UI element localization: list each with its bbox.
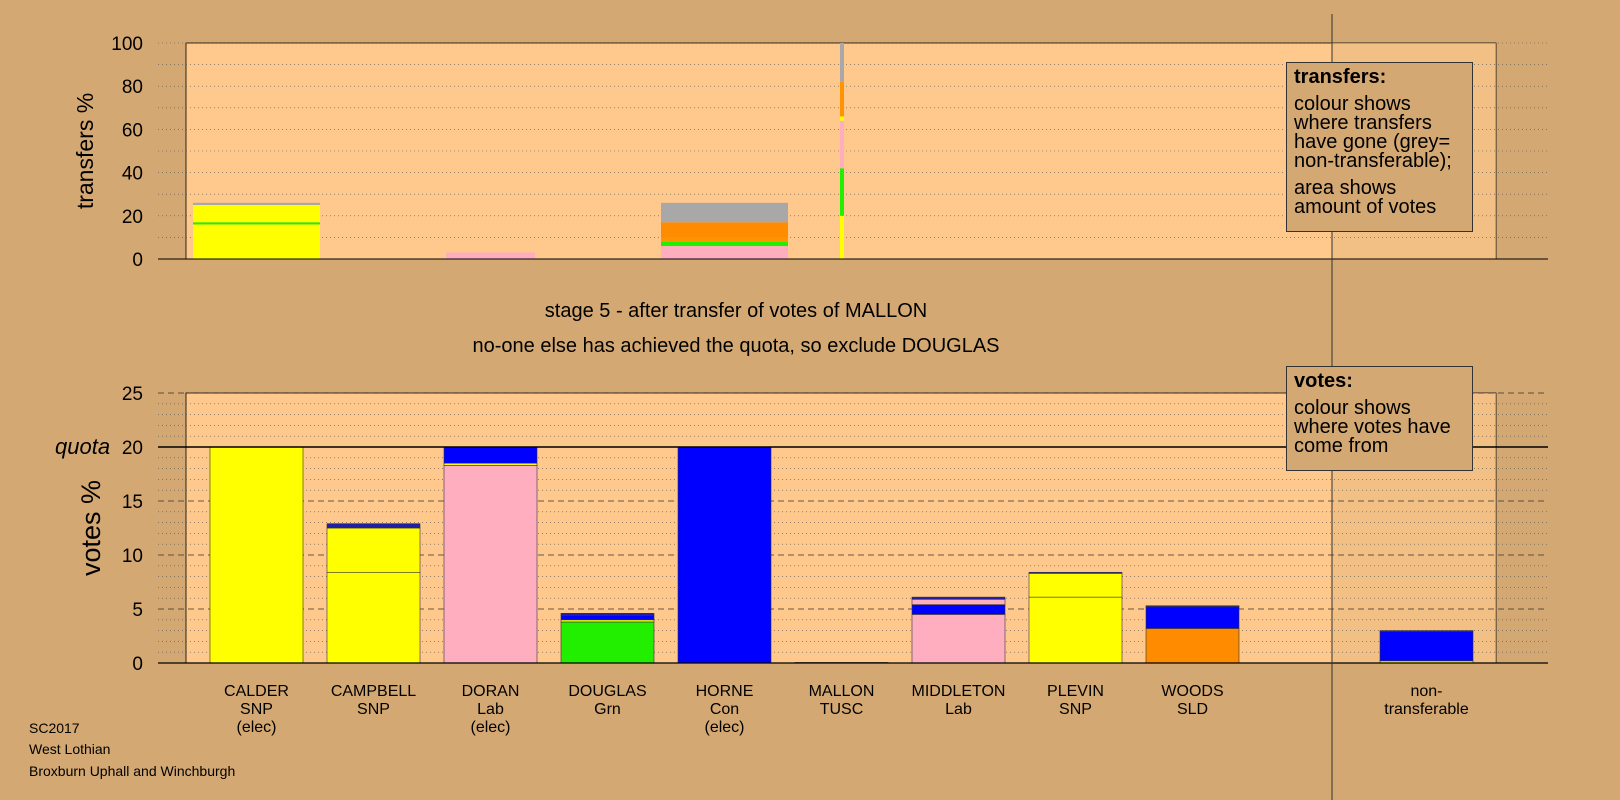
transfers-tick-label: 0 — [132, 250, 143, 271]
transfers-legend: transfers: colour shows where transfers … — [1286, 62, 1473, 232]
transfers-legend-text-1: colour shows where transfers have gone (… — [1294, 93, 1452, 172]
vote-bar-doran — [443, 465, 538, 664]
transfer-bar-calder — [193, 202, 320, 205]
vote-bar-plevin — [1028, 596, 1123, 664]
vote-bar-plevin — [1028, 571, 1123, 574]
vote-bar-calder — [209, 446, 304, 664]
transfer-bar-doran — [446, 252, 535, 259]
vote-bar-doran — [443, 446, 538, 464]
candidate-label: SNP — [1059, 701, 1092, 718]
vote-bar-plevin — [1028, 573, 1123, 598]
transfer-bar-horne — [661, 202, 788, 223]
transfers-legend-title: transfers: — [1294, 66, 1387, 88]
candidate-label: SNP — [357, 701, 390, 718]
candidate-label: (elec) — [470, 719, 510, 736]
candidate-label: HORNE — [696, 683, 754, 700]
candidate-label: MALLON — [809, 683, 875, 700]
stage-title: stage 5 - after transfer of votes of MAL… — [544, 300, 928, 322]
vote-bar-middleton — [911, 614, 1006, 664]
vote-bar-douglas — [560, 619, 655, 623]
candidate-label: SLD — [1177, 701, 1208, 718]
candidate-label: DORAN — [462, 683, 520, 700]
vote-bar-woods — [1145, 606, 1240, 629]
vote-bar-woods — [1145, 605, 1240, 608]
vote-bar-middleton — [911, 598, 1006, 605]
votes-tick-label: 15 — [122, 492, 143, 513]
candidate-label: CALDER — [224, 683, 289, 700]
vote-bar-douglas — [560, 615, 655, 621]
transfers-tick-label: 40 — [122, 164, 143, 185]
vote-bar-campbell — [326, 571, 421, 664]
transfer-bar-horne — [661, 237, 788, 242]
transfer-bar-mallon — [840, 43, 844, 82]
vote-bar-non-transferable — [1379, 630, 1474, 632]
candidate-label: DOUGLAS — [568, 683, 646, 700]
votes-tick-label: 20 — [122, 438, 143, 459]
candidate-label: PLEVIN — [1047, 683, 1104, 700]
vote-bar-douglas — [560, 613, 655, 616]
transfer-bar-horne — [661, 246, 788, 259]
transfer-bar-mallon — [840, 81, 844, 117]
votes-tick-label: 25 — [122, 384, 143, 405]
transfers-tick-label: 20 — [122, 207, 143, 228]
transfer-bar-calder — [193, 205, 320, 223]
vote-bar-doran — [443, 462, 538, 466]
transfers-tick-label: 60 — [122, 120, 143, 141]
vote-bar-campbell — [326, 527, 421, 573]
votes-tick-label: 0 — [132, 654, 143, 675]
votes-tick-label: 5 — [132, 600, 143, 621]
vote-bar-middleton — [911, 604, 1006, 615]
transfer-bar-horne — [661, 222, 788, 238]
votes-legend-text: colour shows where votes have come from — [1294, 397, 1451, 457]
candidate-label: non- — [1410, 683, 1442, 700]
candidate-label: SNP — [240, 701, 273, 718]
transfer-bar-mallon — [840, 116, 844, 121]
vote-bar-non-transferable — [1379, 631, 1474, 662]
vote-bar-douglas — [560, 621, 655, 664]
candidate-label: TUSC — [820, 701, 864, 718]
candidate-label: Grn — [594, 701, 621, 718]
vote-bar-horne — [677, 446, 772, 664]
candidate-label: Lab — [945, 701, 972, 718]
candidate-label: Lab — [477, 701, 504, 718]
transfers-tick-label: 100 — [111, 34, 143, 55]
vote-bar-campbell — [326, 523, 421, 529]
votes-legend-title: votes: — [1294, 370, 1353, 392]
transfer-bar-mallon — [840, 168, 844, 216]
votes-tick-label: 10 — [122, 546, 143, 567]
footer-election: SC2017 — [29, 720, 80, 736]
candidate-label: Con — [710, 701, 739, 718]
transfer-bar-mallon — [840, 215, 844, 259]
vote-bar-woods — [1145, 628, 1240, 664]
transfers-legend-text-2: area shows amount of votes — [1294, 177, 1437, 218]
stage-action: no-one else has achieved the quota, so e… — [472, 335, 1000, 357]
quota-label: quota — [55, 434, 110, 459]
candidate-label: WOODS — [1161, 683, 1223, 700]
votes-axis-label: votes % — [76, 480, 106, 576]
transfer-bar-calder — [193, 222, 320, 225]
candidate-label: (elec) — [236, 719, 276, 736]
votes-legend: votes: colour shows where votes have com… — [1286, 366, 1473, 471]
footer-ward: Broxburn Uphall and Winchburgh — [29, 763, 236, 779]
transfer-bar-horne — [661, 241, 788, 247]
candidate-label: transferable — [1384, 701, 1469, 718]
transfer-bar-calder — [193, 224, 320, 259]
footer-council: West Lothian — [29, 741, 111, 757]
candidate-label: (elec) — [704, 719, 744, 736]
vote-bar-middleton — [911, 596, 1006, 600]
transfers-tick-label: 80 — [122, 77, 143, 98]
candidate-label: CAMPBELL — [331, 683, 416, 700]
transfer-bar-mallon — [840, 120, 844, 169]
candidate-label: MIDDLETON — [912, 683, 1006, 700]
transfers-axis-label: transfers % — [72, 93, 98, 209]
